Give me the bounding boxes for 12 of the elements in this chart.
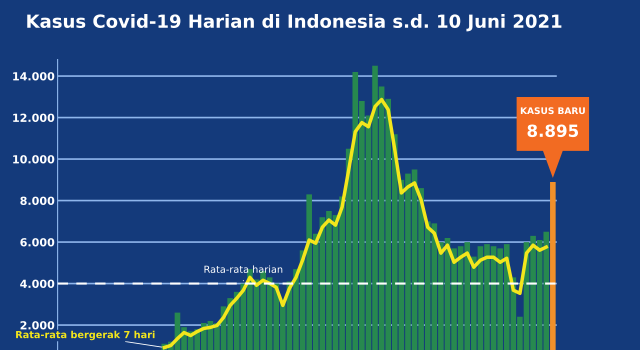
- y-tick-label: 10.000: [13, 155, 54, 164]
- ref-line-label: Rata-rata harian: [204, 265, 282, 273]
- chart-title: Kasus Covid-19 Harian di Indonesia s.d. 10 Juni 2021: [27, 14, 562, 32]
- y-tick-label: 2.000: [20, 321, 54, 330]
- y-tick-label: 8.000: [20, 196, 54, 205]
- series-label: Rata-rata bergerak 7 hari: [16, 330, 154, 340]
- data-label: 8.895: [528, 124, 578, 138]
- annotation: KASUS BARU: [520, 107, 585, 114]
- y-tick-label: 6.000: [20, 238, 54, 246]
- y-tick-label: 12.000: [13, 114, 54, 122]
- y-tick-label: 4.000: [20, 280, 54, 288]
- y-tick-label: 14.000: [13, 72, 54, 80]
